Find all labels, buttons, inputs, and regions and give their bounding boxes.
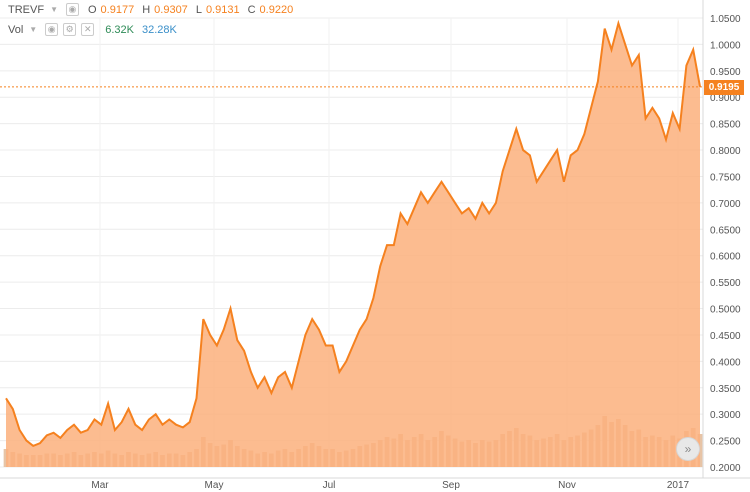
y-tick-label: 0.5000 [710,305,741,316]
y-axis[interactable]: 1.0500 1.0000 0.9500 0.9000 0.8500 0.8000 0.75… [710,14,741,474]
volume-bar [3,449,9,467]
eye-icon[interactable]: ◉ [65,3,79,16]
y-tick-label: 0.6500 [710,225,741,236]
x-axis[interactable]: Mar May Jul Sep Nov 2017 [91,480,689,491]
y-tick-label: 0.7000 [710,199,741,210]
open-value: 0.9177 [100,3,135,16]
y-tick-label: 0.9500 [710,67,741,78]
price-line [5,19,701,448]
y-tick-label: 0.8000 [710,146,741,157]
y-tick-label: 0.9000 [710,93,741,104]
volume-value: 6.32K [105,23,134,36]
volume-label[interactable]: Vol [8,23,24,36]
y-tick-label: 0.7500 [710,172,741,183]
volume-ma-value: 32.28K [141,23,177,36]
x-tick-label: May [205,480,224,491]
close-label: C [247,3,256,16]
high-label: H [142,3,151,16]
x-tick-label: Mar [91,480,109,491]
close-value: 0.9220 [259,3,294,16]
y-tick-label: 0.8500 [710,120,741,131]
symbol-legend: TREVF ▼ ◉ O 0.9177 H 0.9307 L 0.9131 C 0… [8,3,293,16]
scroll-forward-icon[interactable]: » [676,437,700,461]
y-tick-label: 0.4000 [710,357,741,368]
y-tick-label: 0.5500 [710,278,741,289]
y-tick-label: 0.4500 [710,331,741,342]
y-tick-label: 0.3500 [710,384,741,395]
y-tick-label: 0.3000 [710,410,741,421]
y-tick-label: 0.6000 [710,252,741,263]
x-tick-label: Jul [323,480,336,491]
close-icon[interactable]: ✕ [81,23,95,36]
low-label: L [195,3,202,16]
y-tick-label: 0.2500 [710,437,741,448]
price-area [6,23,700,468]
high-value: 0.9307 [154,3,188,16]
y-tick-label: 1.0000 [710,40,741,51]
low-value: 0.9131 [205,3,240,16]
last-price-label: 0.9195 [704,79,744,95]
open-label: O [87,3,97,16]
eye-icon[interactable]: ◉ [45,23,59,36]
y-tick-label: 1.0500 [710,14,741,25]
chevron-down-icon[interactable]: ▼ [29,25,38,34]
y-tick-label: 0.2000 [710,463,741,474]
volume-legend: Vol ▼ ◉ ⚙ ✕ 6.32K 32.28K [8,23,177,36]
x-tick-label: Sep [442,480,460,491]
chevron-down-icon[interactable]: ▼ [50,5,58,14]
symbol-name[interactable]: TREVF [8,3,45,16]
x-tick-label: Nov [558,480,576,491]
x-tick-label: 2017 [667,480,690,491]
settings-icon[interactable]: ⚙ [63,23,77,36]
